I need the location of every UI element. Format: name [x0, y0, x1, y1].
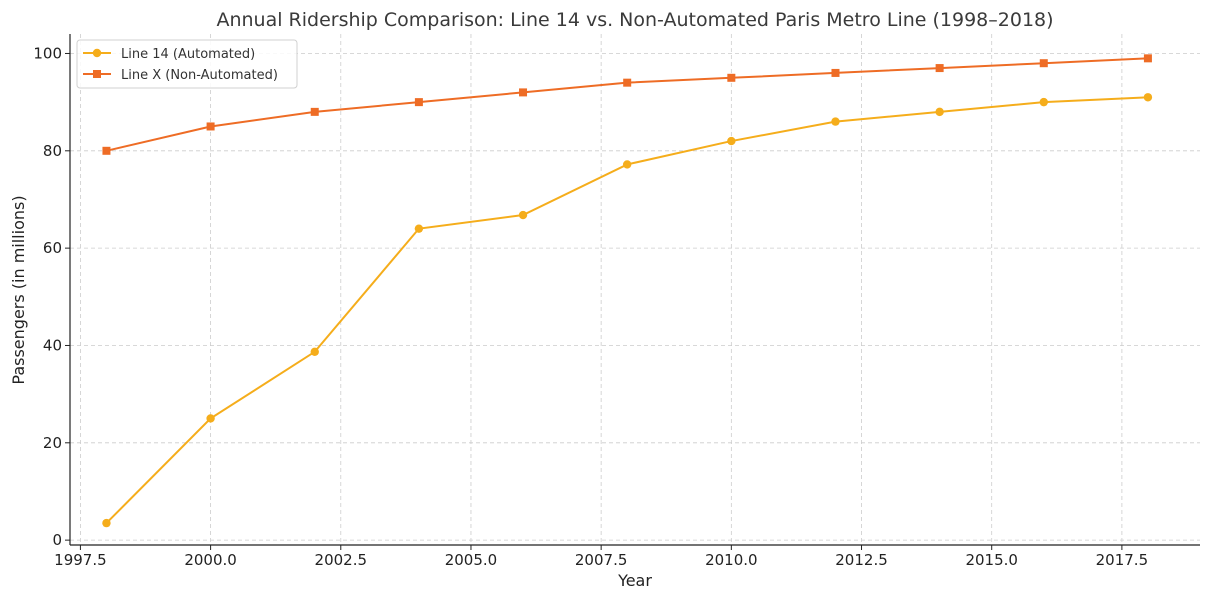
x-tick-label: 2002.5 — [315, 551, 368, 569]
line-14-data-point — [622, 160, 632, 169]
line-14-data-point — [102, 518, 111, 528]
chart-title: Annual Ridership Comparison: Line 14 vs.… — [216, 9, 1053, 31]
line-x-data-point — [1039, 59, 1048, 68]
x-tick-label: 2005.0 — [445, 551, 498, 569]
grid — [70, 34, 1200, 545]
axes — [69, 34, 1200, 546]
line-14-data-point — [518, 210, 528, 220]
x-tick-label: 2000.0 — [184, 551, 237, 569]
line-14-data-point — [1143, 93, 1153, 102]
line-x-data-point — [519, 88, 528, 97]
line-x-data-point — [831, 68, 840, 77]
x-tick-label: 2012.5 — [835, 551, 888, 569]
line-14-legend-marker — [92, 48, 102, 58]
line-14-data-point — [310, 347, 319, 356]
legend-box — [76, 39, 298, 89]
line-14-data-point — [206, 414, 215, 423]
line-x-data-point — [414, 98, 423, 107]
x-tick-label: 2010.0 — [705, 551, 758, 569]
line-x-data-point — [935, 64, 944, 73]
line-14-data-point — [414, 224, 424, 233]
x-tick-label: 2007.5 — [575, 551, 628, 569]
y-tick-label: 0 — [52, 531, 62, 549]
y-ticks: 0 20 40 60 80 100 — [33, 44, 70, 549]
line-14-data-point — [831, 117, 840, 126]
line-14-data-point — [935, 107, 944, 117]
y-tick-label: 100 — [33, 44, 62, 62]
line-14-data-point — [727, 136, 736, 146]
line-x-data-point — [310, 107, 319, 116]
y-tick-label: 60 — [43, 239, 62, 257]
y-tick-label: 80 — [43, 142, 62, 160]
y-tick-label: 20 — [43, 434, 62, 452]
line-x-data-point — [206, 122, 215, 131]
x-axis-label: Year — [617, 571, 652, 590]
x-tick-label: 1997.5 — [54, 551, 107, 569]
series-group — [102, 54, 1153, 528]
line-x-data-point — [1143, 54, 1152, 63]
line-x-data-point — [102, 146, 111, 155]
x-tick-label: 2015.0 — [965, 551, 1018, 569]
line-x-legend-marker — [93, 70, 101, 78]
line-14-legend-label: Line 14 (Automated) — [121, 47, 255, 62]
y-axis-label: Passengers (in millions) — [9, 195, 28, 384]
line-14-data-point — [1039, 97, 1048, 107]
x-tick-label: 2017.5 — [1096, 551, 1149, 569]
line-x-data-point — [623, 78, 632, 87]
x-ticks: 1997.5 2000.0 2002.5 2005.0 2007.5 2010.0 2012… — [54, 545, 1148, 569]
legend: Line 14 (Automated) Line X (Non-Automated… — [76, 39, 298, 89]
line-x-legend-label: Line X (Non-Automated) — [121, 68, 278, 83]
line-x-data-point — [727, 73, 736, 82]
y-tick-label: 40 — [43, 336, 62, 354]
